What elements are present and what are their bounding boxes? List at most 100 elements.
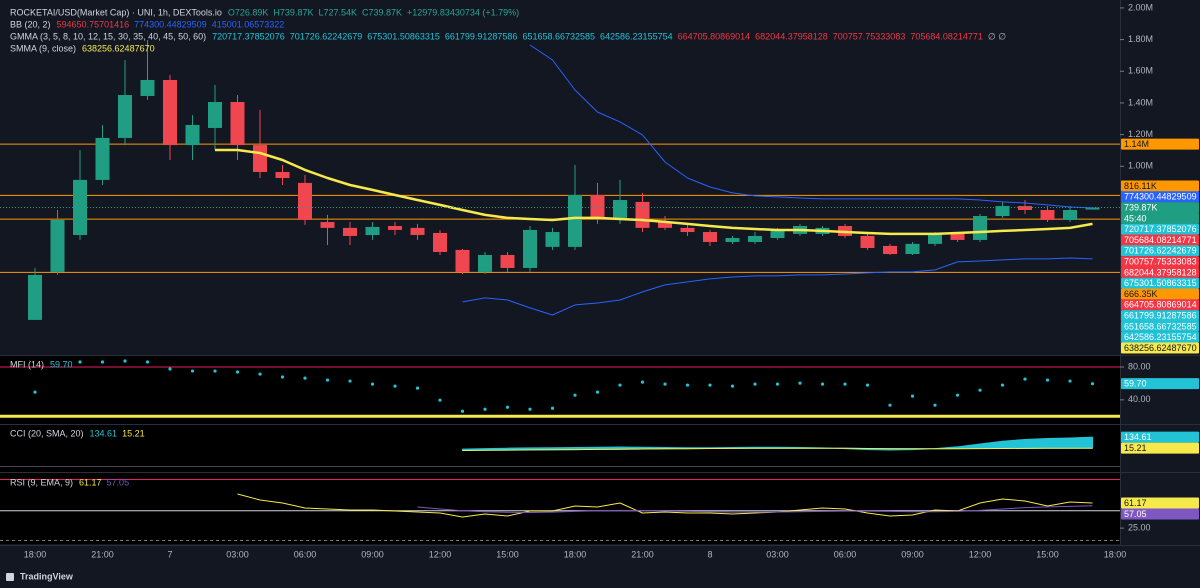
price-label: 774300.44829509 <box>1124 192 1197 202</box>
legend-value: 701726.62242679 <box>290 31 363 41</box>
price-label-bg <box>1121 223 1199 235</box>
legend-value: 675301.50863315 <box>367 31 440 41</box>
candle-body <box>860 235 875 249</box>
mfi-dot <box>730 384 735 388</box>
indicator-value-label: 15.21 <box>1124 443 1147 453</box>
series-line <box>529 44 1093 209</box>
x-tick-label: 21:00 <box>631 549 654 559</box>
price-label-bg <box>1121 299 1199 311</box>
price-label-bg <box>1121 202 1199 214</box>
legend-name: SMMA (9, close) <box>10 43 76 53</box>
mfi-dot <box>1090 382 1095 386</box>
indicator-value-label: 61.17 <box>1124 498 1147 508</box>
mfi-dot <box>978 388 982 392</box>
mfi-dot <box>33 390 37 394</box>
candle-body <box>680 227 695 233</box>
mfi-dot <box>100 360 105 364</box>
price-label-bg <box>1121 310 1199 322</box>
legend-value: 57.05 <box>107 477 130 487</box>
series-line <box>215 148 1093 236</box>
mfi-dot <box>843 382 847 386</box>
legend-value: 638256.62487670 <box>82 43 155 53</box>
candle-body <box>568 194 582 247</box>
candle-body <box>28 274 42 320</box>
mfi-dot <box>933 403 937 407</box>
candle-body <box>973 216 987 240</box>
candle-body <box>163 79 177 146</box>
candle-body <box>388 225 402 230</box>
candle-body <box>500 254 515 268</box>
legend-value: 134.61 <box>90 428 118 438</box>
legend-name: CCI (20, SMA, 20) <box>10 428 84 438</box>
series-line <box>462 447 1093 451</box>
price-label: 682044.37958128 <box>1124 267 1197 277</box>
candle-body <box>73 179 87 236</box>
mfi-dot <box>1023 377 1027 381</box>
series-line <box>237 493 1093 518</box>
x-tick-label: 12:00 <box>429 549 452 559</box>
legend-value: 651658.66732585 <box>522 31 595 41</box>
x-tick-label: 09:00 <box>361 549 384 559</box>
mfi-dot <box>1045 378 1050 382</box>
legend-value: +12979.83430734 (+1.79%) <box>407 7 519 17</box>
candle-body <box>635 201 650 228</box>
legend-value: ∅ ∅ <box>988 31 1006 41</box>
indicator-value-label-bg <box>1121 508 1199 520</box>
candle-body <box>725 238 740 242</box>
series-line <box>417 505 1093 513</box>
indicator-value-label-bg <box>1121 378 1199 390</box>
price-label: 666.35K <box>1124 289 1158 299</box>
legend-value: 15.21 <box>122 428 145 438</box>
mfi-dot <box>235 370 240 374</box>
mfi-dot <box>303 376 307 380</box>
legend-value: 661799.91287586 <box>445 31 518 41</box>
candle-body <box>928 233 942 244</box>
price-label: 700757.75333083 <box>1124 256 1197 266</box>
candle-body <box>230 101 245 146</box>
price-label-bg <box>1121 256 1199 268</box>
logo-mark <box>6 573 14 581</box>
mfi-dot <box>415 386 420 390</box>
mfi-dot <box>1068 379 1072 383</box>
indicator-value-label: 57.05 <box>1124 509 1147 519</box>
x-tick-label: 18:00 <box>1104 549 1127 559</box>
price-label: 705684.08214771 <box>1124 235 1197 245</box>
y-tick-label: 80.00 <box>1128 361 1151 371</box>
candle-body <box>1040 210 1055 220</box>
mfi-dot <box>798 381 802 385</box>
candle-body <box>950 233 965 240</box>
mfi-dot <box>483 407 487 411</box>
candle-body <box>905 243 920 255</box>
price-label-bg <box>1121 331 1199 343</box>
mfi-dot <box>550 406 555 410</box>
candle-body <box>185 124 200 146</box>
mfi-dot <box>820 382 825 386</box>
y-tick-label: 1.80M <box>1128 34 1153 44</box>
candle-body <box>523 229 537 268</box>
candle-body <box>320 222 335 228</box>
mfi-dot <box>348 379 352 383</box>
legend-value: L727.54K <box>318 7 357 17</box>
mfi-dot <box>865 383 870 387</box>
indicator-value-label: 134.61 <box>1124 432 1152 442</box>
price-label: 661799.91287586 <box>1124 310 1197 320</box>
y-tick-label: 2.00M <box>1128 2 1153 12</box>
x-tick-label: 15:00 <box>1036 549 1059 559</box>
mfi-dot <box>168 367 172 371</box>
price-label: 642586.23155754 <box>1124 332 1197 342</box>
candle-body <box>140 79 155 96</box>
legend-value: 720717.37852076 <box>212 31 285 41</box>
candle-body <box>590 194 605 218</box>
legend-name: BB (20, 2) <box>10 19 51 29</box>
candle-body <box>253 145 267 172</box>
price-label-bg <box>1121 180 1199 192</box>
candle-body <box>455 249 470 272</box>
legend-value: C739.87K <box>362 7 402 17</box>
price-label-bg <box>1121 245 1199 257</box>
mfi-dot <box>393 384 397 388</box>
candle-body <box>275 171 290 179</box>
candle-body <box>1063 210 1077 220</box>
x-tick-label: 03:00 <box>766 549 789 559</box>
price-label-bg <box>1121 191 1199 203</box>
legend-value: 642586.23155754 <box>600 31 673 41</box>
